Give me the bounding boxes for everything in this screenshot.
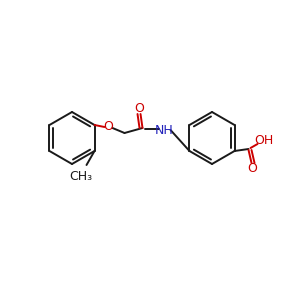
Text: CH₃: CH₃ bbox=[69, 170, 92, 184]
Text: O: O bbox=[103, 121, 113, 134]
Text: O: O bbox=[135, 103, 145, 116]
Text: NH: NH bbox=[155, 124, 174, 136]
Text: OH: OH bbox=[254, 134, 273, 148]
Text: O: O bbox=[248, 163, 257, 176]
